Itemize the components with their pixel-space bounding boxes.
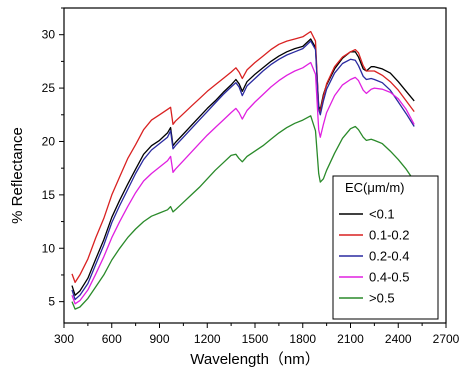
y-axis-label: % Reflectance xyxy=(9,127,26,224)
tick-layer: 300 600 900 1200 1500 1800 2100 2400 2700 5 10 15 20… xyxy=(42,7,460,346)
series-line-0-2-0-4 xyxy=(71,40,415,301)
x-tick-label: 2400 xyxy=(385,332,412,346)
legend-box xyxy=(332,175,439,320)
legend-label: <0.1 xyxy=(369,207,395,222)
x-axis-label: Wavelength（nm） xyxy=(190,351,320,368)
legend-items: <0.1 0.1-0.2 0.2-0.4 0.4-0.5 >0.5 xyxy=(339,207,409,306)
x-tick-label: 2100 xyxy=(337,332,364,346)
y-tick-label: 5 xyxy=(48,295,55,309)
legend-label: >0.5 xyxy=(369,291,395,306)
series-line-0-5 xyxy=(71,115,415,310)
legend: EC(μm/m) <0.1 0.1-0.2 0.2-0.4 0.4-0.5 >0.5 xyxy=(332,175,439,320)
x-tick-label: 300 xyxy=(54,332,74,346)
y-tick-label: 30 xyxy=(42,28,56,42)
series-line-0-1-0-2 xyxy=(71,30,415,284)
y-tick-label: 25 xyxy=(42,81,56,95)
x-tick-label: 1500 xyxy=(242,332,269,346)
x-tick-label: 600 xyxy=(102,332,122,346)
plot-frame xyxy=(63,7,447,324)
x-tick-label: 1200 xyxy=(194,332,221,346)
y-tick-label: 15 xyxy=(42,188,56,202)
series-line-0-4-0-5 xyxy=(71,61,415,305)
legend-title: EC(μm/m) xyxy=(345,180,404,195)
series-line-0-1 xyxy=(71,38,415,296)
series-layer xyxy=(71,30,415,310)
x-tick-label: 900 xyxy=(149,332,169,346)
legend-label: 0.2-0.4 xyxy=(369,249,409,264)
legend-label: 0.4-0.5 xyxy=(369,270,409,285)
y-tick-label: 10 xyxy=(42,241,56,255)
x-tick-label: 1800 xyxy=(289,332,316,346)
x-tick-label: 2700 xyxy=(433,332,460,346)
y-tick-label: 20 xyxy=(42,134,56,148)
legend-label: 0.1-0.2 xyxy=(369,228,409,243)
